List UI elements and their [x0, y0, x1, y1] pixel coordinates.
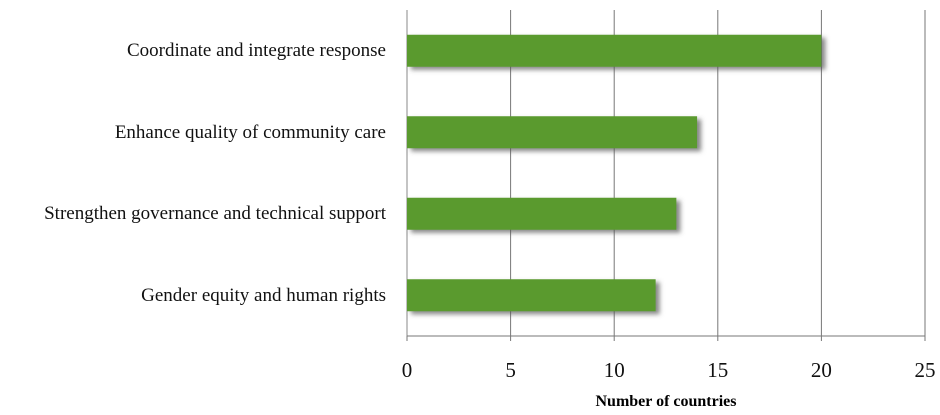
category-label: Gender equity and human rights [8, 283, 386, 308]
category-label: Strengthen governance and technical supp… [8, 201, 386, 226]
category-label: Coordinate and integrate response [8, 38, 386, 63]
x-tick-label: 20 [811, 358, 832, 382]
category-text: Enhance quality of community care [114, 121, 386, 143]
category-text: Coordinate and integrate response [126, 40, 386, 62]
x-axis-label: Number of countries [595, 393, 736, 410]
bar [407, 279, 656, 312]
bar [407, 197, 677, 230]
x-tick-label: 0 [402, 358, 413, 382]
bar [407, 34, 822, 67]
x-tick-label: 10 [604, 358, 625, 382]
bar [407, 116, 698, 149]
category-text: Gender equity and human rights [141, 284, 386, 306]
category-label: Enhance quality of community care [8, 120, 386, 145]
x-tick-label: 15 [707, 358, 728, 382]
x-tick-label: 25 [915, 358, 936, 382]
x-tick-label: 5 [505, 358, 516, 382]
category-text: Strengthen governance and technical supp… [44, 203, 386, 225]
